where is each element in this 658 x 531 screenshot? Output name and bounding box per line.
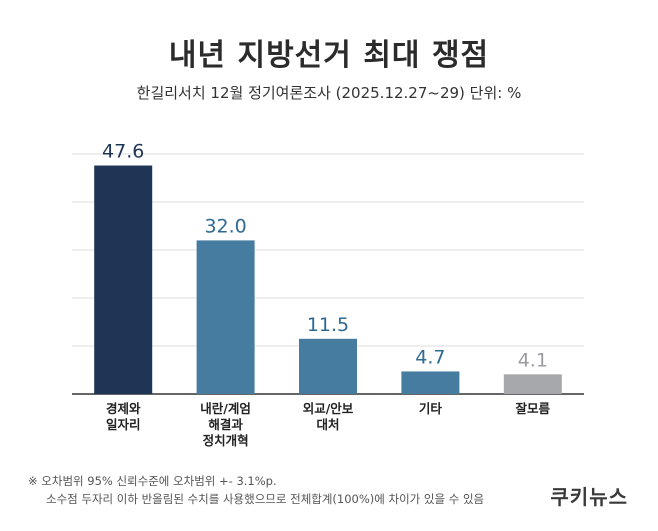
- category-label: 대처: [316, 417, 339, 432]
- bar-value-label: 4.1: [518, 349, 548, 371]
- category-label: 기타: [419, 401, 443, 416]
- category-label: 일자리: [106, 417, 141, 432]
- bar: [299, 338, 357, 394]
- bar-value-label: 11.5: [307, 314, 349, 336]
- category-label: 잘모름: [516, 401, 551, 416]
- bar: [94, 165, 153, 394]
- chart-subtitle: 한길리서치 12월 정기여론조사 (2025.12.27~29) 단위: %: [136, 84, 522, 102]
- footnote: ※ 오차범위 95% 신뢰수준에 오차범위 +- 3.1%p. 소수점 두자리 …: [28, 472, 484, 508]
- bars: [94, 165, 562, 394]
- publisher-logo: 쿠키뉴스: [550, 485, 628, 509]
- category-label: 정치개혁: [203, 433, 249, 448]
- footnote-line-2: 소수점 두자리 이하 반올림된 수치를 사용했으므로 전체합계(100%)에 차…: [46, 492, 485, 506]
- category-label: 내란/계엄: [200, 401, 251, 416]
- bar-value-label: 47.6: [102, 141, 144, 163]
- bar: [503, 374, 562, 394]
- bar: [196, 240, 255, 394]
- footnote-line-1: ※ 오차범위 95% 신뢰수준에 오차범위 +- 3.1%p.: [28, 474, 277, 488]
- category-label: 경제와: [106, 401, 141, 416]
- value-labels: 47.6 32.0 11.5 4.7 4.1: [102, 141, 548, 372]
- category-label: 해결과: [208, 417, 243, 432]
- bar-value-label: 4.7: [415, 346, 445, 368]
- chart-title: 내년 지방선거 최대 쟁점: [168, 38, 490, 73]
- category-label: 외교/안보: [303, 401, 354, 416]
- bar: [401, 371, 460, 394]
- bar-value-label: 32.0: [204, 215, 246, 237]
